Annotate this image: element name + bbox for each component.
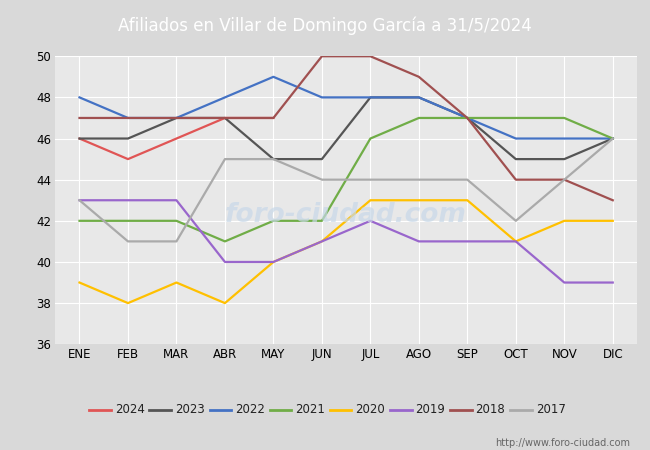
Text: Afiliados en Villar de Domingo García a 31/5/2024: Afiliados en Villar de Domingo García a …: [118, 17, 532, 35]
Text: 2022: 2022: [235, 403, 265, 416]
Text: 2023: 2023: [175, 403, 205, 416]
Text: 2024: 2024: [115, 403, 145, 416]
Text: 2017: 2017: [536, 403, 566, 416]
Text: foro-ciudad.com: foro-ciudad.com: [225, 202, 467, 228]
Text: 2019: 2019: [415, 403, 445, 416]
Text: http://www.foro-ciudad.com: http://www.foro-ciudad.com: [495, 438, 630, 448]
Text: 2018: 2018: [476, 403, 505, 416]
Text: 2021: 2021: [295, 403, 325, 416]
Text: 2020: 2020: [356, 403, 385, 416]
